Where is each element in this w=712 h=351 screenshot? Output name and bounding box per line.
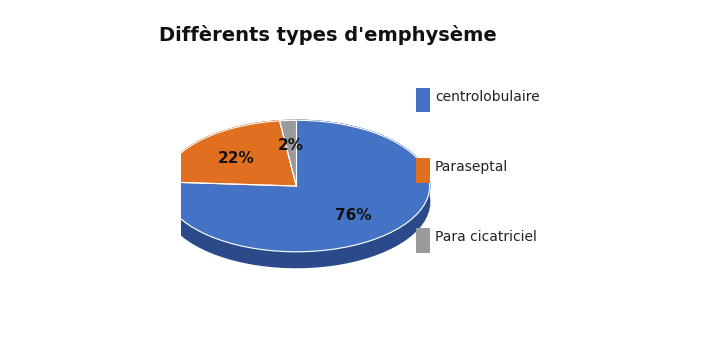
Polygon shape	[163, 120, 429, 252]
Text: 76%: 76%	[335, 208, 371, 223]
Polygon shape	[163, 121, 280, 198]
Text: Para cicatriciel: Para cicatriciel	[435, 230, 537, 244]
Polygon shape	[163, 121, 296, 186]
Text: 2%: 2%	[278, 138, 304, 153]
Text: Paraseptal: Paraseptal	[435, 160, 508, 174]
FancyBboxPatch shape	[416, 228, 430, 253]
Text: centrolobulaire: centrolobulaire	[435, 90, 540, 104]
Polygon shape	[280, 120, 296, 186]
FancyBboxPatch shape	[416, 158, 430, 183]
Polygon shape	[163, 120, 429, 267]
FancyBboxPatch shape	[416, 88, 430, 112]
Polygon shape	[280, 120, 296, 137]
Text: 22%: 22%	[218, 151, 254, 166]
Text: Diffèrents types d'emphysème: Diffèrents types d'emphysème	[159, 25, 497, 45]
